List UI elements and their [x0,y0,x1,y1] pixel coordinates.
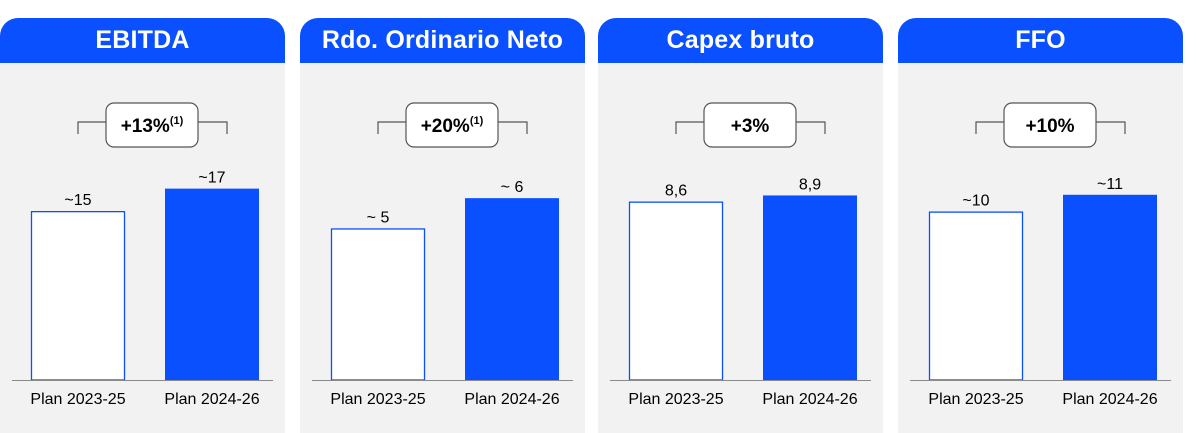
data-label: ~15 [64,192,91,209]
bracket-line-right [498,121,528,134]
bar-plan-2024-26 [165,188,259,380]
bar-chart-ffo: +10% ~10 Plan 2023-25 ~11 Plan 2024-26 [910,102,1171,408]
chart-panel-ffo: FFO +10% ~10 Plan 2023-25 ~11 Plan 2024-26 [898,18,1183,433]
data-label: ~10 [962,193,989,210]
change-bracket: +10% [975,102,1126,148]
bar-plan-2024-26 [465,198,559,380]
data-label: 8,9 [799,176,821,193]
data-label: ~17 [198,170,225,187]
bar-plan-2023-25 [330,228,426,381]
data-label: 8,6 [665,183,687,200]
change-box [105,102,199,148]
change-label: +20%(1) [421,115,484,137]
x-tick-label: Plan 2024-26 [464,391,559,408]
bar-plan-2024-26 [1063,194,1157,380]
x-tick-label: Plan 2024-26 [762,391,857,408]
change-box [405,102,499,148]
bracket-line-left [675,121,704,134]
bar-plan-2023-25 [628,201,724,381]
bar-chart-ebitda: +13%(1) ~15 Plan 2023-25 ~17 Plan 2024-26 [12,102,273,408]
x-tick-label: Plan 2023-25 [330,391,425,408]
x-tick-label: Plan 2023-25 [628,391,723,408]
bracket-line-left [77,121,106,134]
panel-title: Capex bruto [598,18,883,63]
data-label: ~ 5 [367,209,390,226]
bracket-line-left [975,121,1004,134]
bar-chart-rdo-ordinario-neto: +20%(1) ~ 5 Plan 2023-25 ~ 6 Plan 2024-26 [312,102,573,408]
data-label: ~ 6 [501,179,524,196]
x-tick-label: Plan 2023-25 [30,391,125,408]
x-tick-label: Plan 2024-26 [164,391,259,408]
bracket-line-right [198,121,228,134]
change-box [1003,102,1097,148]
change-label: +3% [731,116,770,137]
change-bracket: +20%(1) [377,102,528,148]
change-label: +13%(1) [121,115,184,137]
chart-panel-ebitda: EBITDA +13%(1) ~15 Plan 2023-25 ~17 Plan 202… [0,18,285,433]
footnote-marker: (1) [470,115,484,127]
bar-chart-capex-bruto: +3% 8,6 Plan 2023-25 8,9 Plan 2024-26 [610,102,871,408]
bar-plan-2023-25 [30,210,126,381]
chart-panel-capex-bruto: Capex bruto +3% 8,6 Plan 2023-25 8,9 Plan 20… [598,18,883,433]
change-bracket: +3% [675,102,826,148]
x-tick-label: Plan 2023-25 [928,391,1023,408]
bar-plan-2024-26 [763,195,857,380]
change-box [703,102,797,148]
bar-plan-2023-25 [928,211,1024,381]
change-label: +10% [1025,116,1074,137]
panel-title: Rdo. Ordinario Neto [300,18,585,63]
panel-title: FFO [898,18,1183,63]
x-tick-label: Plan 2024-26 [1062,391,1157,408]
bracket-line-left [377,121,406,134]
footnote-marker: (1) [170,115,184,127]
change-bracket: +13%(1) [77,102,228,148]
chart-panel-rdo-ordinario-neto: Rdo. Ordinario Neto +20%(1) ~ 5 Plan 2023-… [300,18,585,433]
panel-title: EBITDA [0,18,285,63]
bracket-line-right [1096,121,1126,134]
bracket-line-right [796,121,826,134]
data-label: ~11 [1097,176,1123,193]
